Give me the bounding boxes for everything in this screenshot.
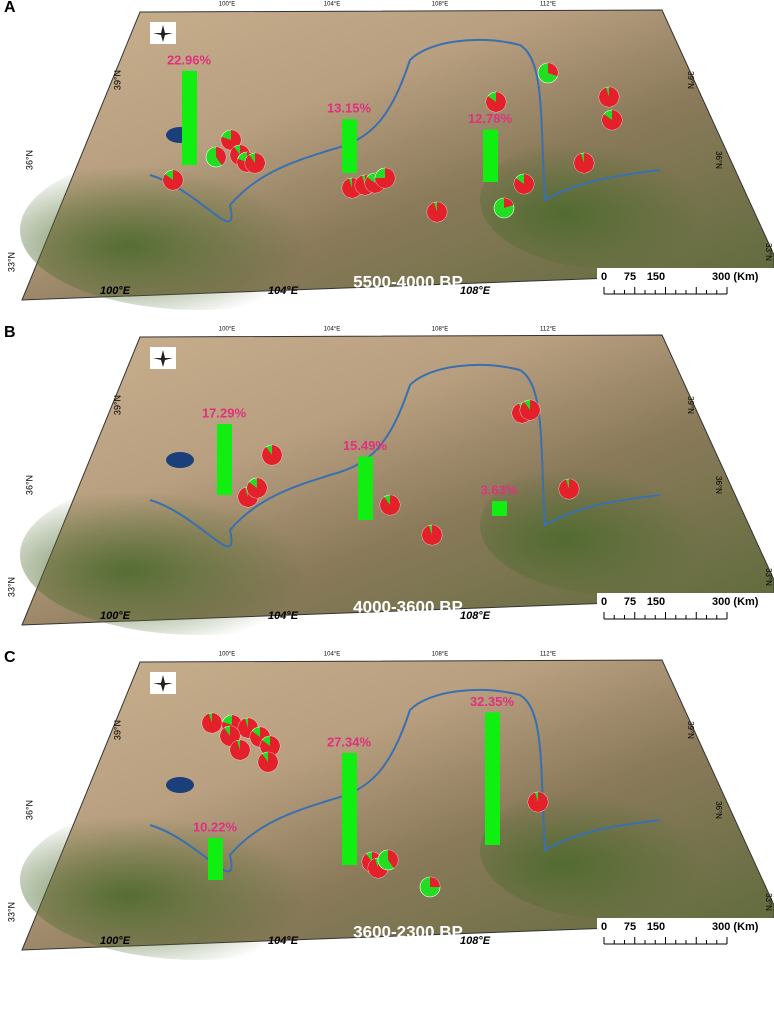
scale-label: 0 (601, 596, 607, 608)
percent-bar (358, 456, 373, 520)
pie-red-sector (380, 495, 400, 515)
lat-label-right: 36°N (714, 801, 723, 819)
scale-label: 150 (647, 271, 665, 283)
lon-label: 108°E (460, 285, 491, 297)
map-panel: B100°E100°E104°E104°E108°E108°E112°E112°… (4, 324, 774, 635)
lat-label: 36°N (24, 800, 34, 820)
compass (150, 22, 176, 44)
map-panel: A100°E100°E104°E104°E108°E108°E112°E112°… (4, 0, 774, 310)
lon-label: 108°E (460, 610, 491, 622)
scale-label: 75 (624, 921, 636, 933)
lon-label: 108°E (460, 935, 491, 947)
lon-label: 100°E (100, 935, 131, 947)
lake (166, 777, 194, 793)
percent-label: 22.96% (167, 52, 212, 67)
pie-red-sector (574, 153, 594, 173)
pie-red-sector (230, 740, 250, 760)
lon-top-label: 100°E (219, 327, 235, 333)
lon-top-label: 100°E (219, 2, 235, 8)
panel-letter: C (4, 649, 16, 666)
percent-label: 15.49% (343, 438, 388, 453)
panel-letter: B (4, 324, 16, 341)
lon-top-label: 112°E (540, 2, 556, 8)
lat-label-right: 33°N (764, 893, 773, 911)
compass (150, 672, 176, 694)
lon-top-label: 104°E (324, 652, 340, 658)
lon-label: 100°E (100, 610, 131, 622)
pie-red-sector (427, 202, 447, 222)
lat-label: 33°N (6, 252, 16, 272)
lon-top-label: 112°E (540, 327, 556, 333)
lat-label-right: 36°N (714, 151, 723, 169)
lon-top-label: 108°E (432, 652, 448, 658)
lat-label-right: 39°N (686, 721, 695, 739)
lon-label: 104°E (268, 285, 299, 297)
scale-label: 300 (Km) (712, 596, 759, 608)
lat-label: 33°N (6, 577, 16, 597)
percent-label: 12.78% (468, 111, 513, 126)
pie-red-sector (258, 752, 278, 772)
lat-label-right: 39°N (686, 396, 695, 414)
scale-label: 75 (624, 596, 636, 608)
percent-bar (492, 501, 507, 516)
lat-label: 39°N (112, 70, 122, 90)
percent-label: 3.63% (481, 483, 518, 498)
pie-red-sector (262, 445, 282, 465)
lat-label: 36°N (24, 150, 34, 170)
lat-label-right: 36°N (714, 476, 723, 494)
percent-bar (208, 838, 223, 880)
lat-label: 36°N (24, 475, 34, 495)
scale-label: 300 (Km) (712, 271, 759, 283)
figure: A 100°E 100°E 104°E 104°E 108°E 108°E 112°E 112°… (0, 0, 774, 1016)
lon-top-label: 100°E (219, 652, 235, 658)
scale-label: 0 (601, 921, 607, 933)
lon-top-label: 108°E (432, 2, 448, 8)
scale-label: 150 (647, 596, 665, 608)
pie-red-sector (599, 87, 619, 107)
lat-label-right: 33°N (764, 243, 773, 261)
lat-label: 33°N (6, 902, 16, 922)
lat-label-right: 33°N (764, 568, 773, 586)
map-panel: C100°E100°E104°E104°E108°E108°E112°E112°… (4, 649, 774, 960)
lon-top-label: 104°E (324, 2, 340, 8)
lon-label: 104°E (268, 610, 299, 622)
lake (166, 452, 194, 468)
percent-label: 13.15% (327, 101, 372, 116)
vegetation (20, 150, 380, 310)
lat-label-right: 39°N (686, 71, 695, 89)
vegetation (20, 475, 380, 635)
pie-red-sector (422, 525, 442, 545)
period-label: 5500-4000 BP (353, 272, 463, 291)
lon-top-label: 112°E (540, 652, 556, 658)
period-label: 3600-2300 BP (353, 922, 463, 941)
compass (150, 347, 176, 369)
percent-label: 27.34% (327, 734, 372, 749)
lat-label: 39°N (112, 395, 122, 415)
percent-bar (342, 119, 357, 173)
pie-red-sector (528, 792, 548, 812)
panel-letter: A (4, 0, 16, 16)
percent-label: 32.35% (470, 694, 515, 709)
scale-label: 150 (647, 921, 665, 933)
percent-bar (342, 753, 357, 865)
percent-bar (217, 424, 232, 495)
scale-label: 75 (624, 271, 636, 283)
lat-label: 39°N (112, 720, 122, 740)
lon-label: 104°E (268, 935, 299, 947)
lon-top-label: 108°E (432, 327, 448, 333)
percent-label: 17.29% (202, 406, 247, 421)
lon-top-label: 104°E (324, 327, 340, 333)
lon-label: 100°E (100, 285, 131, 297)
percent-bar (182, 71, 197, 165)
percent-bar (483, 130, 498, 182)
percent-bar (485, 712, 500, 845)
scale-label: 0 (601, 271, 607, 283)
scale-label: 300 (Km) (712, 921, 759, 933)
period-label: 4000-3600 BP (353, 597, 463, 616)
pie-red-sector (520, 400, 540, 420)
pie-red-sector (559, 479, 579, 499)
pie-red-sector (245, 153, 265, 173)
percent-label: 10.22% (193, 820, 238, 835)
